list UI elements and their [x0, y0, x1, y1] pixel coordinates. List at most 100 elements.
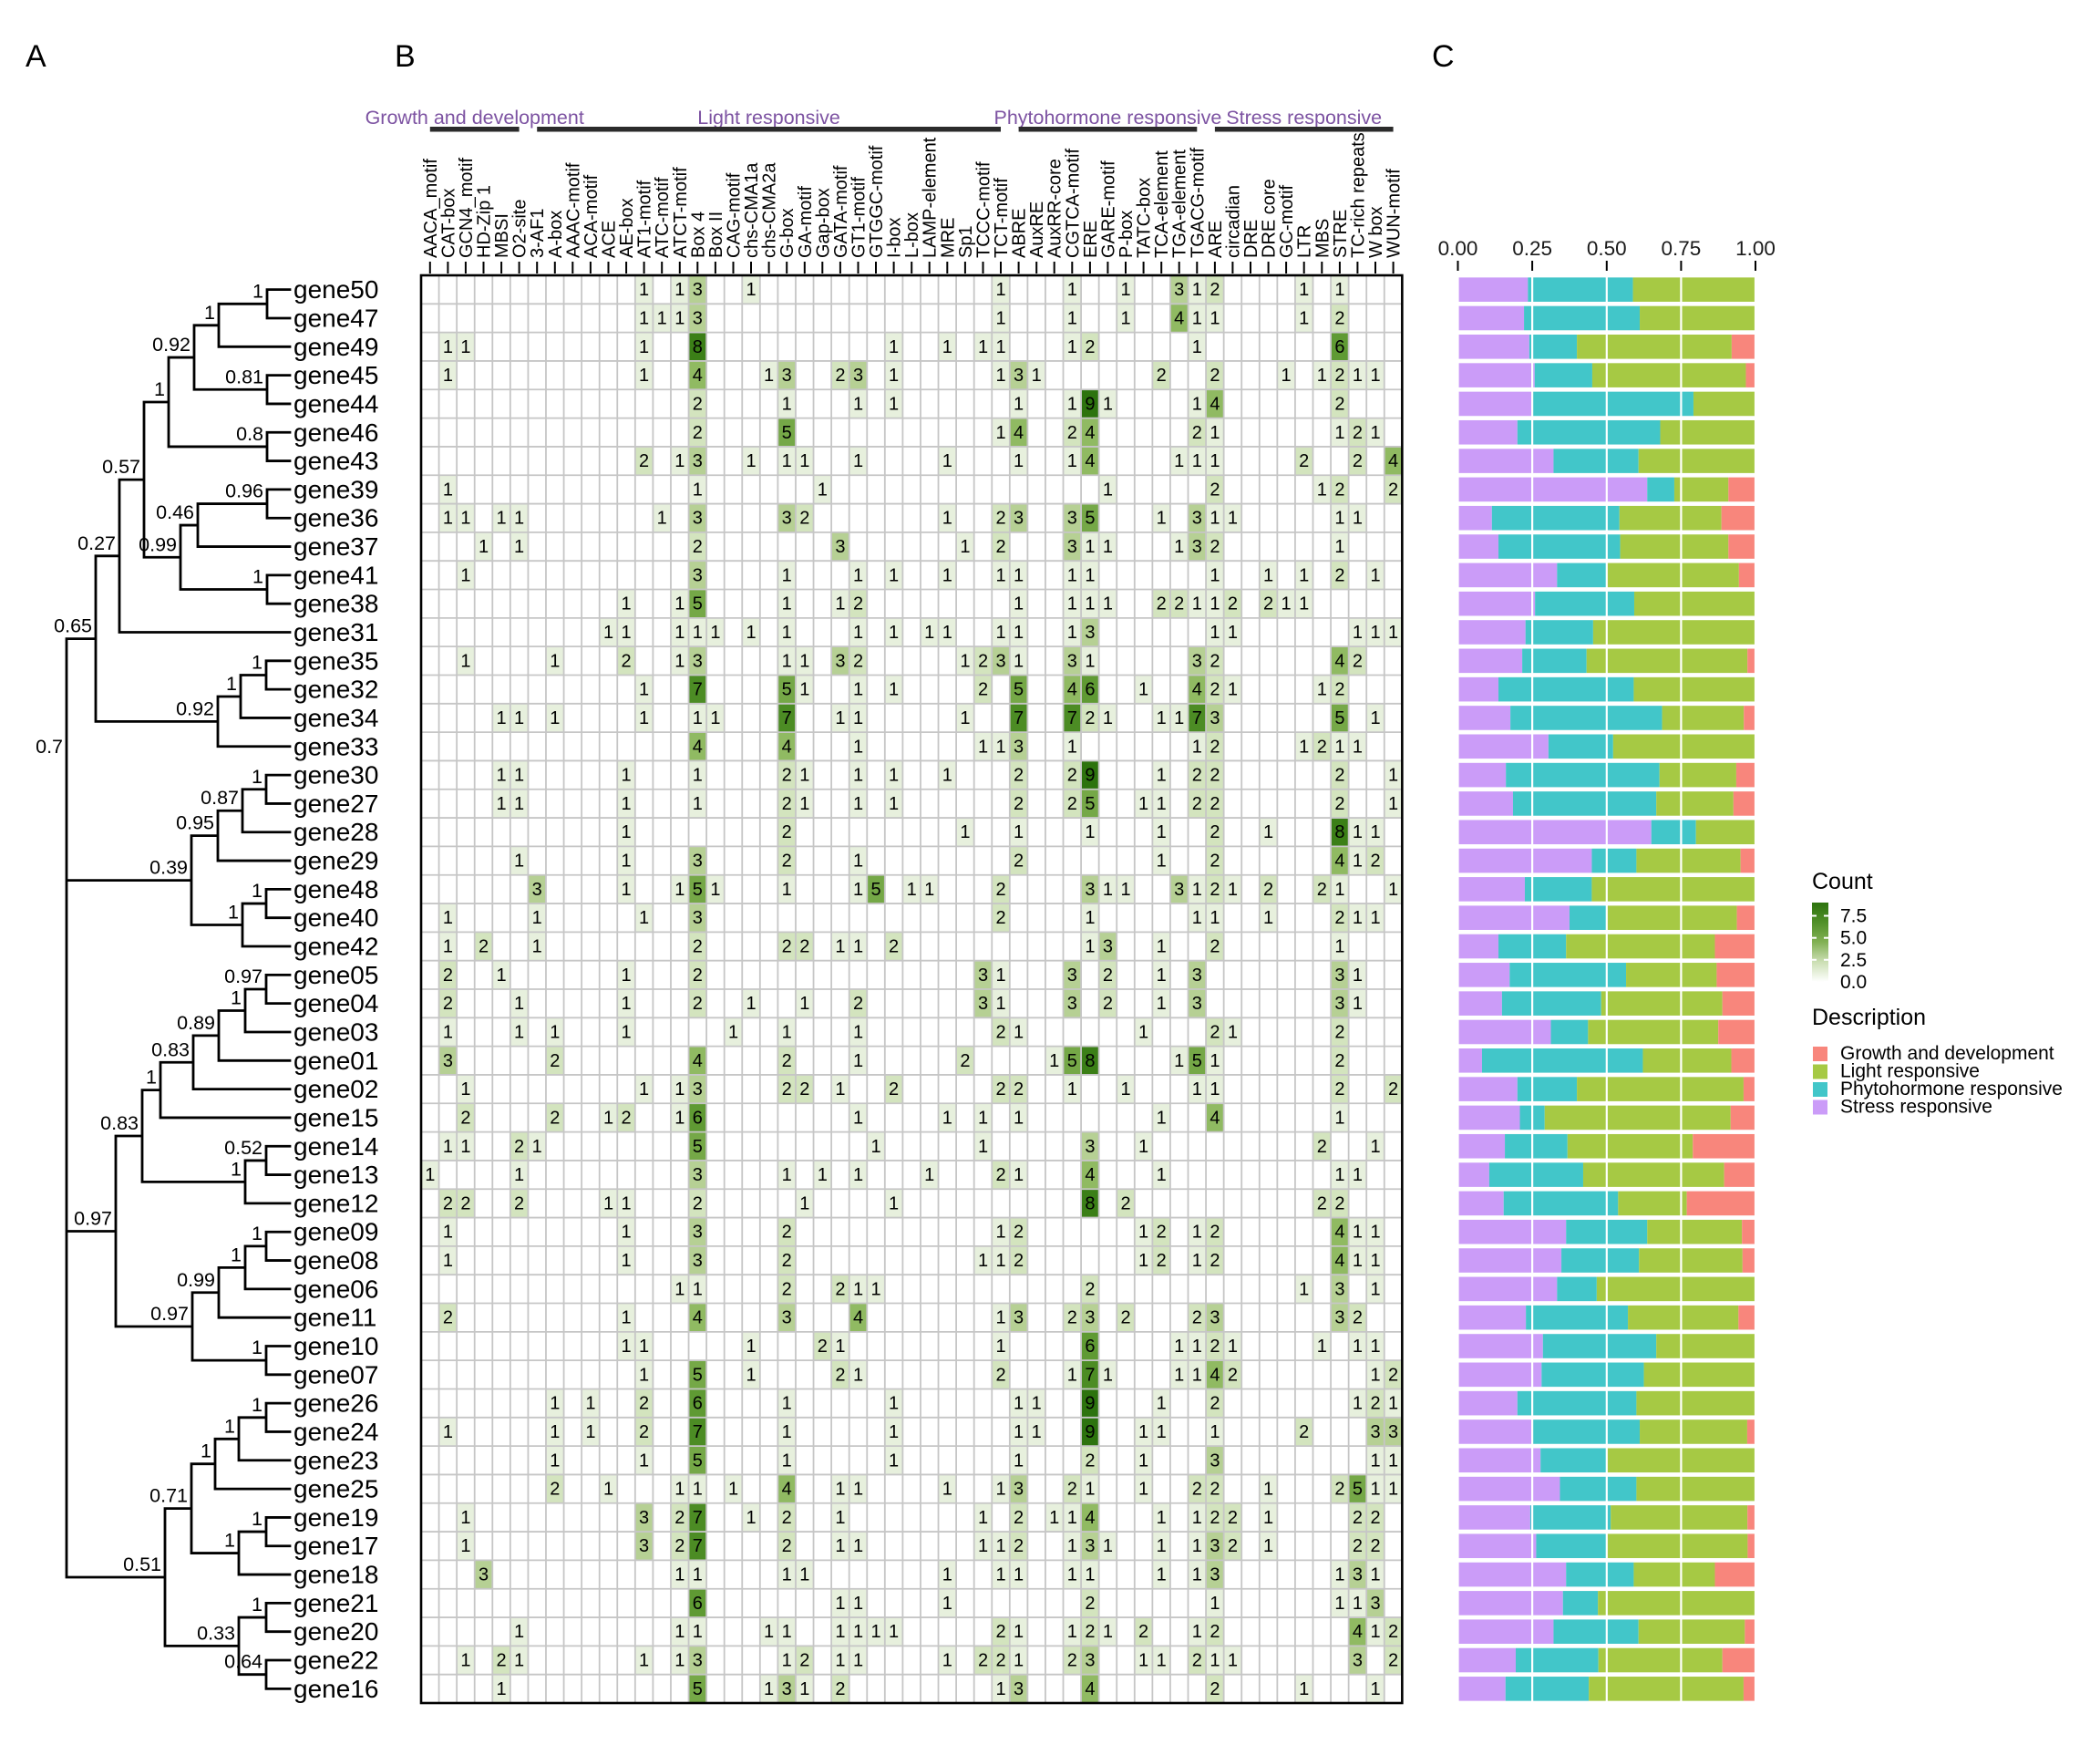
svg-text:1: 1 — [870, 1279, 880, 1299]
svg-text:2: 2 — [639, 451, 649, 471]
svg-text:1: 1 — [1192, 1251, 1202, 1271]
svg-text:1: 1 — [657, 509, 667, 529]
svg-text:1: 1 — [1157, 1651, 1167, 1671]
svg-text:1: 1 — [799, 994, 809, 1014]
svg-text:2: 2 — [782, 1279, 792, 1299]
svg-text:2: 2 — [995, 908, 1005, 928]
svg-text:2: 2 — [622, 651, 632, 671]
svg-text:1: 1 — [1085, 1565, 1095, 1585]
svg-text:1: 1 — [1014, 594, 1024, 614]
svg-text:4: 4 — [1174, 309, 1184, 329]
svg-text:2: 2 — [1157, 366, 1167, 386]
svg-text:ACA-motif: ACA-motif — [582, 174, 602, 258]
svg-text:2: 2 — [1210, 822, 1220, 842]
svg-text:3: 3 — [693, 280, 703, 300]
svg-text:TCT-motif: TCT-motif — [992, 178, 1012, 258]
svg-text:1: 1 — [1353, 737, 1363, 757]
svg-text:1: 1 — [1157, 1108, 1167, 1128]
svg-text:3: 3 — [1388, 1422, 1398, 1442]
svg-text:GT1-motif: GT1-motif — [849, 177, 870, 258]
svg-text:1: 1 — [835, 1079, 845, 1099]
svg-text:1: 1 — [1192, 1508, 1202, 1528]
svg-text:1: 1 — [1388, 1394, 1398, 1414]
svg-text:1: 1 — [1388, 1480, 1398, 1500]
svg-text:2: 2 — [799, 937, 809, 957]
svg-text:1: 1 — [942, 1594, 952, 1614]
svg-text:1: 1 — [853, 1365, 863, 1385]
svg-text:1: 1 — [622, 1223, 632, 1243]
svg-text:3: 3 — [1014, 509, 1024, 529]
svg-text:2: 2 — [818, 1337, 828, 1357]
svg-text:1: 1 — [1138, 1137, 1148, 1157]
svg-text:2: 2 — [995, 1651, 1005, 1671]
svg-text:1: 1 — [1157, 794, 1167, 814]
svg-text:1: 1 — [1032, 1394, 1042, 1414]
svg-text:1: 1 — [1014, 451, 1024, 471]
svg-text:2: 2 — [1210, 651, 1220, 671]
svg-text:1: 1 — [853, 565, 863, 585]
svg-text:1: 1 — [1210, 565, 1220, 585]
svg-text:1: 1 — [942, 509, 952, 529]
svg-text:1: 1 — [1299, 309, 1309, 329]
svg-text:0.87: 0.87 — [201, 787, 239, 809]
svg-text:1: 1 — [1014, 565, 1024, 585]
svg-text:2: 2 — [1157, 594, 1167, 614]
svg-text:TCA-element: TCA-element — [1152, 150, 1172, 258]
svg-text:1: 1 — [889, 680, 899, 700]
svg-text:GA-motif: GA-motif — [796, 186, 816, 258]
svg-text:1: 1 — [1192, 594, 1202, 614]
svg-text:A-box: A-box — [546, 211, 566, 258]
svg-text:1: 1 — [622, 1251, 632, 1271]
svg-text:1: 1 — [782, 565, 792, 585]
svg-text:1: 1 — [1138, 1651, 1148, 1671]
svg-text:1: 1 — [1014, 1565, 1024, 1585]
svg-text:gene42: gene42 — [293, 933, 378, 961]
svg-text:1: 1 — [1192, 908, 1202, 928]
svg-text:1: 1 — [782, 1023, 792, 1043]
svg-text:3: 3 — [782, 1679, 792, 1699]
svg-text:2: 2 — [853, 594, 863, 614]
svg-text:gene43: gene43 — [293, 447, 378, 475]
svg-text:1: 1 — [1299, 737, 1309, 757]
svg-text:1: 1 — [1138, 1422, 1148, 1442]
svg-text:1: 1 — [995, 1565, 1005, 1585]
svg-text:1: 1 — [995, 623, 1005, 643]
svg-text:7: 7 — [1067, 708, 1077, 728]
svg-text:4: 4 — [1192, 680, 1202, 700]
svg-text:gene33: gene33 — [293, 732, 378, 760]
svg-text:2: 2 — [479, 937, 489, 957]
svg-text:2: 2 — [1210, 937, 1220, 957]
svg-text:1: 1 — [1370, 1450, 1380, 1471]
svg-text:2: 2 — [1067, 423, 1077, 443]
svg-text:1: 1 — [1157, 994, 1167, 1014]
svg-text:3: 3 — [1085, 623, 1095, 643]
svg-text:2: 2 — [1085, 1279, 1095, 1299]
svg-text:2: 2 — [835, 1279, 845, 1299]
svg-text:2: 2 — [1192, 1651, 1202, 1671]
svg-text:1: 1 — [224, 1415, 235, 1437]
svg-text:1: 1 — [853, 1165, 863, 1185]
svg-text:1: 1 — [532, 1137, 542, 1157]
svg-text:1: 1 — [799, 680, 809, 700]
svg-text:2: 2 — [1014, 766, 1024, 786]
svg-text:1: 1 — [1299, 1279, 1309, 1299]
svg-text:1: 1 — [674, 594, 685, 614]
svg-text:0.50: 0.50 — [1587, 237, 1627, 260]
svg-text:1: 1 — [460, 651, 470, 671]
svg-text:1: 1 — [960, 708, 970, 728]
svg-text:1: 1 — [995, 1223, 1005, 1243]
svg-text:2: 2 — [1299, 451, 1309, 471]
svg-text:1: 1 — [710, 623, 720, 643]
svg-text:1: 1 — [514, 1651, 524, 1671]
svg-text:0.83: 0.83 — [151, 1038, 190, 1060]
svg-text:2: 2 — [1014, 1536, 1024, 1556]
svg-text:2.5: 2.5 — [1840, 950, 1867, 971]
svg-text:1: 1 — [978, 1536, 988, 1556]
svg-text:3: 3 — [835, 537, 845, 557]
svg-text:2: 2 — [1353, 1536, 1363, 1556]
svg-text:1: 1 — [550, 708, 560, 728]
svg-text:ATCT-motif: ATCT-motif — [671, 167, 691, 258]
svg-text:1: 1 — [639, 1651, 649, 1671]
svg-text:1: 1 — [1014, 1422, 1024, 1442]
svg-text:1: 1 — [835, 708, 845, 728]
